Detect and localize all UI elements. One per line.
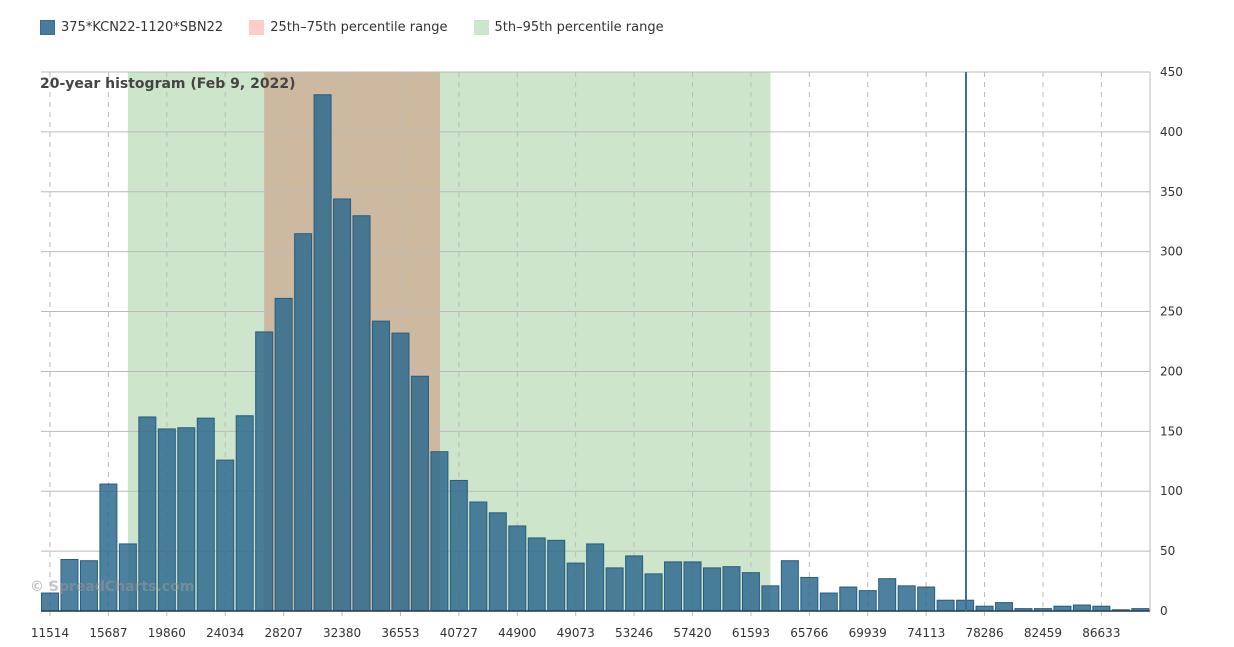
- histogram-bar: [664, 561, 683, 612]
- x-tick-label: 61593: [732, 626, 770, 640]
- legend-item-90-range[interactable]: 5th–95th percentile range: [473, 20, 664, 35]
- histogram-bar: [936, 599, 955, 612]
- chart-legend: 375*KCN22-1120*SBN22 25th–75th percentil…: [40, 20, 664, 35]
- x-tick-label: 57420: [673, 626, 711, 640]
- y-tick-label: 300: [1160, 245, 1183, 259]
- watermark: © SpreadCharts.com: [30, 579, 194, 595]
- histogram-bar: [839, 586, 858, 612]
- legend-label: 25th–75th percentile range: [270, 20, 448, 35]
- y-tick-label: 450: [1160, 65, 1183, 79]
- histogram-bar: [917, 586, 936, 612]
- histogram-bar: [371, 320, 390, 612]
- histogram-bar: [255, 331, 274, 612]
- legend-swatch-series: [40, 20, 55, 35]
- legend-swatch-iqr: [249, 20, 265, 35]
- x-tick-label: 82459: [1024, 626, 1062, 640]
- histogram-bar: [702, 567, 721, 612]
- histogram-bar: [333, 198, 352, 612]
- x-tick-label: 49073: [557, 626, 595, 640]
- percentile-band-1: [264, 72, 441, 611]
- histogram-bar: [469, 501, 488, 612]
- histogram-bar: [313, 94, 332, 612]
- x-tick-label: 24034: [206, 626, 244, 640]
- x-tick-label: 15687: [89, 626, 127, 640]
- histogram-bar: [294, 233, 313, 612]
- x-tick-label: 40727: [440, 626, 478, 640]
- y-tick-label: 50: [1160, 544, 1175, 558]
- histogram-bar: [196, 417, 215, 612]
- histogram-bar: [430, 451, 449, 612]
- histogram-bar: [488, 512, 507, 612]
- percentile-band-0: [127, 72, 771, 611]
- histogram-bar: [858, 590, 877, 612]
- histogram-bar: [800, 576, 819, 612]
- y-tick-label: 100: [1160, 484, 1183, 498]
- histogram-bar: [566, 562, 585, 612]
- legend-item-series[interactable]: 375*KCN22-1120*SBN22: [40, 20, 223, 35]
- histogram-bar: [449, 479, 468, 612]
- histogram-bar: [527, 537, 546, 612]
- x-tick-label: 53246: [615, 626, 653, 640]
- histogram-bar: [547, 539, 566, 612]
- x-tick-label: 19860: [148, 626, 186, 640]
- histogram-bar: [1072, 604, 1091, 612]
- y-tick-label: 350: [1160, 185, 1183, 199]
- y-tick-label: 200: [1160, 364, 1183, 378]
- x-tick-label: 28207: [265, 626, 303, 640]
- x-tick-label: 78286: [965, 626, 1003, 640]
- x-tick-label: 69939: [849, 626, 887, 640]
- x-tick-label: 65766: [790, 626, 828, 640]
- legend-swatch-90-range: [473, 20, 489, 35]
- histogram-bar: [625, 555, 644, 612]
- y-tick-label: 400: [1160, 125, 1183, 139]
- histogram-bar: [216, 459, 235, 612]
- chart-title: 20-year histogram (Feb 9, 2022): [40, 76, 295, 92]
- histogram-bar: [741, 572, 760, 612]
- histogram-bar: [683, 561, 702, 612]
- y-tick-label: 250: [1160, 305, 1183, 319]
- x-tick-label: 86633: [1082, 626, 1120, 640]
- legend-label: 375*KCN22-1120*SBN22: [61, 20, 224, 35]
- histogram-bar: [761, 585, 780, 612]
- histogram-bar: [722, 566, 741, 612]
- histogram-bar: [410, 375, 429, 612]
- y-tick-label: 150: [1160, 424, 1183, 438]
- histogram-bar: [391, 332, 410, 612]
- x-tick-label: 32380: [323, 626, 361, 640]
- histogram-bar: [878, 578, 897, 612]
- y-tick-label: 0: [1160, 604, 1168, 618]
- histogram-bar: [41, 592, 59, 612]
- histogram-bar: [995, 602, 1014, 612]
- x-tick-label: 44900: [498, 626, 536, 640]
- legend-label: 5th–95th percentile range: [494, 20, 664, 35]
- histogram-bar: [352, 215, 371, 612]
- histogram-bar: [274, 297, 293, 612]
- histogram-bar: [586, 543, 605, 612]
- histogram-bar: [644, 573, 663, 612]
- legend-item-iqr[interactable]: 25th–75th percentile range: [249, 20, 448, 35]
- histogram-bar: [819, 592, 838, 612]
- x-tick-label: 36553: [381, 626, 419, 640]
- histogram-bar: [118, 543, 137, 612]
- histogram-bar: [780, 560, 799, 612]
- x-tick-label: 74113: [907, 626, 945, 640]
- histogram-bar: [235, 415, 254, 612]
- histogram-bar: [605, 567, 624, 612]
- x-tick-label: 11514: [31, 626, 69, 640]
- histogram-bar: [508, 525, 527, 612]
- histogram-bar: [897, 585, 916, 612]
